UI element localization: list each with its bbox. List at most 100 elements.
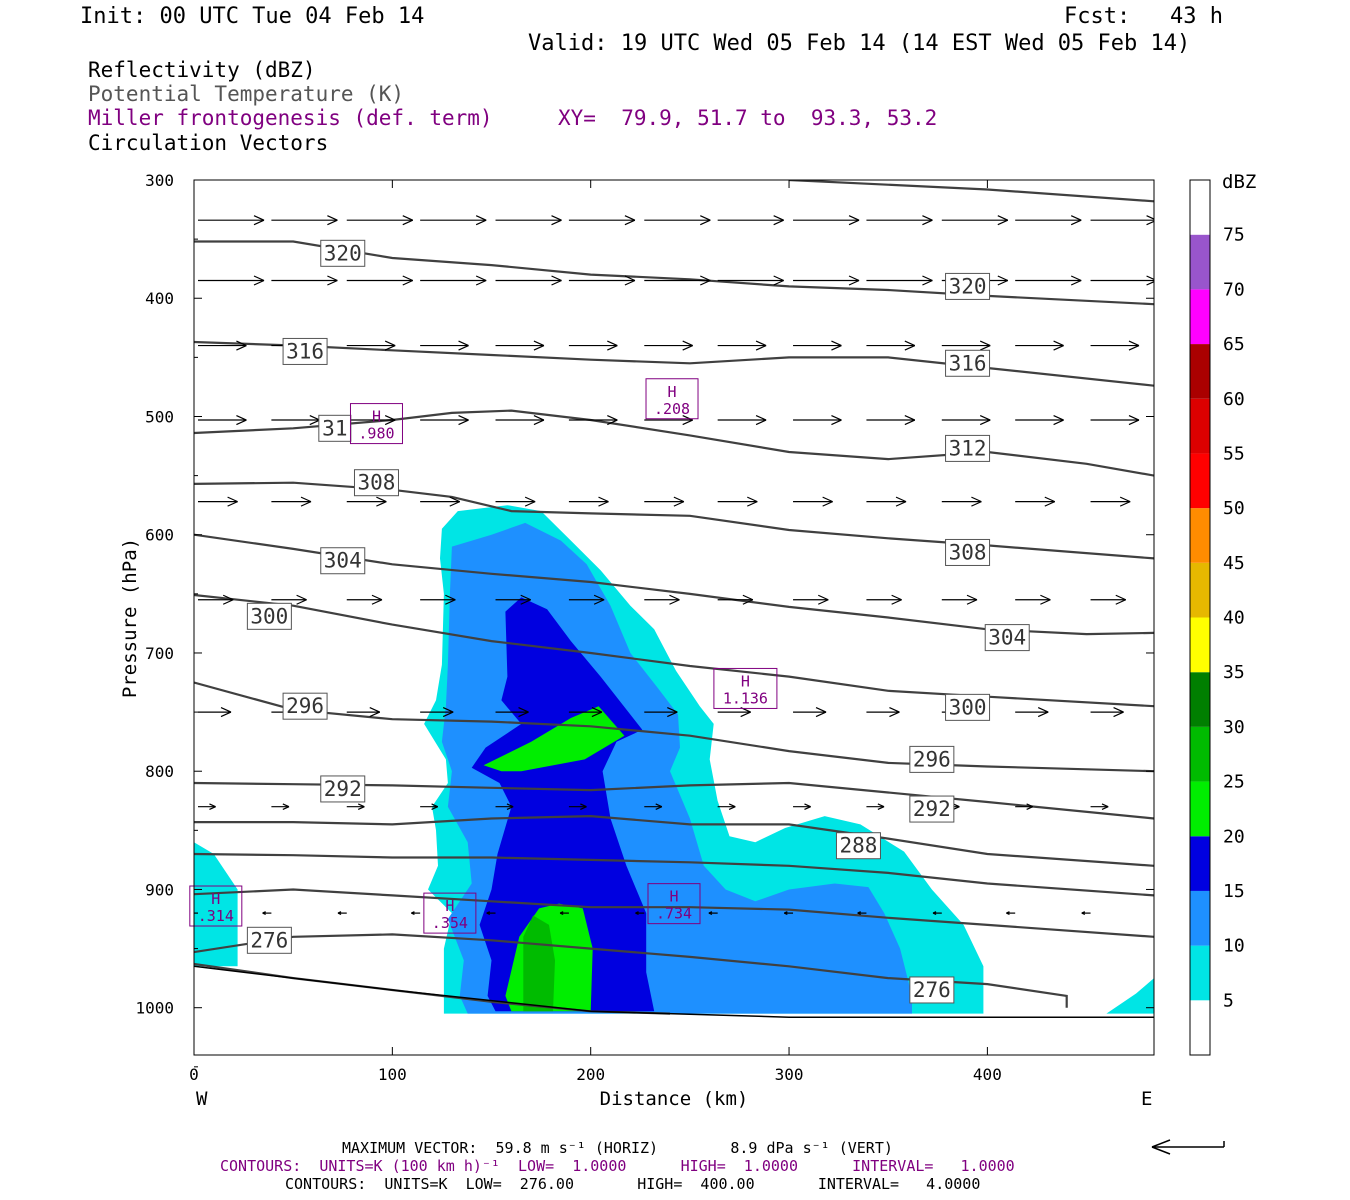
vector-head	[997, 275, 1009, 282]
vector-head	[1070, 219, 1082, 226]
circulation-vector	[271, 414, 321, 426]
vector-head	[327, 219, 338, 226]
theta-contour	[194, 852, 1154, 897]
circulation-vector	[1015, 803, 1034, 811]
vector-head	[376, 501, 387, 507]
theta-label: 316	[282, 337, 328, 365]
circulation-vector	[1090, 496, 1131, 507]
vector-head	[607, 340, 618, 347]
vector-head	[1070, 275, 1082, 282]
vector-head	[773, 215, 784, 221]
theta-label-text: 308	[358, 471, 396, 495]
vector-head	[371, 594, 383, 601]
frontogenesis-high: H.314	[189, 885, 243, 927]
max-vector-text: MAXIMUM VECTOR: 59.8 m s⁻¹ (HORIZ) 8.9 d…	[342, 1139, 893, 1157]
vector-head	[831, 340, 842, 347]
colorbar-title: dBZ	[1222, 171, 1256, 193]
circulation-vector	[568, 215, 636, 226]
vector-head	[673, 496, 685, 503]
vector-head	[891, 599, 902, 605]
vector-head	[524, 496, 536, 503]
circulation-vector	[568, 707, 603, 718]
theta-label-text: 320	[324, 241, 362, 265]
circulation-vector	[271, 803, 290, 811]
theta-label-text: 300	[949, 695, 987, 719]
vector-head	[979, 344, 991, 351]
colorbar-swatch	[1190, 617, 1210, 673]
circulation-vector	[708, 911, 718, 916]
circulation-vector	[1090, 275, 1154, 286]
vector-head	[635, 912, 639, 916]
theta-label: 316	[945, 349, 991, 377]
theta-contour	[194, 340, 1154, 387]
vector-head	[591, 707, 603, 713]
colorbar-label: 70	[1223, 279, 1245, 300]
vector-head	[979, 340, 991, 347]
circulation-vector	[866, 215, 933, 226]
colorbar-label: 25	[1223, 772, 1245, 793]
circulation-vector	[346, 215, 414, 226]
vector-head	[1115, 599, 1127, 605]
vector-head	[442, 711, 454, 718]
vector-head	[458, 419, 469, 426]
vector-head	[402, 275, 414, 282]
vector-head	[848, 219, 860, 226]
circulation-vector	[420, 594, 456, 605]
vector-head	[1006, 912, 1010, 916]
theta-label-text: 276	[250, 928, 288, 952]
colorbar-label: 55	[1223, 443, 1245, 464]
vector-head	[593, 599, 605, 605]
vector-head	[1040, 599, 1051, 605]
y-tick-label: 300	[145, 171, 174, 190]
colorbar-swatch	[1190, 234, 1210, 290]
circulation-vector	[866, 594, 902, 605]
vector-head	[971, 501, 982, 507]
vector-head	[282, 803, 290, 808]
circulation-vector	[420, 275, 487, 286]
vector-head	[708, 912, 713, 916]
vector-head	[296, 594, 307, 601]
colorbar-label: 40	[1223, 608, 1245, 629]
vector-head	[1053, 344, 1064, 351]
frontogenesis-high: H.208	[645, 378, 699, 420]
vector-head	[506, 803, 514, 808]
colorbar-label: 5	[1223, 990, 1234, 1011]
vector-head	[831, 414, 842, 421]
vector-head	[371, 599, 383, 605]
circulation-vector	[262, 911, 272, 916]
colorbar-label: 15	[1223, 881, 1245, 902]
colorbar-swatch	[1190, 180, 1210, 235]
vector-head	[533, 344, 545, 351]
vector-head	[783, 912, 788, 916]
circulation-vector	[941, 414, 991, 426]
theta-label-text: 316	[286, 339, 324, 363]
vector-head	[932, 912, 937, 916]
circulation-vector	[346, 496, 387, 507]
frontogenesis-high-letter: H	[741, 672, 750, 690]
circulation-vector	[568, 414, 618, 426]
circulation-vector	[495, 594, 531, 605]
vector-head	[327, 215, 338, 221]
vector-head	[904, 340, 916, 347]
valid-time: Valid: 19 UTC Wed 05 Feb 14 (14 EST Wed …	[528, 31, 1191, 56]
circulation-vector	[793, 340, 842, 351]
vector-head	[1026, 803, 1034, 808]
vector-head	[524, 501, 536, 507]
vector-head	[580, 803, 587, 808]
circulation-vector	[346, 275, 414, 286]
colorbar-swatch	[1190, 289, 1210, 345]
vector-head	[755, 419, 767, 426]
vector-head	[667, 707, 678, 713]
vector-head	[262, 912, 266, 916]
vector-head	[402, 219, 414, 226]
colorbar-label: 10	[1223, 936, 1245, 957]
vector-head	[669, 594, 680, 601]
circulation-vector	[271, 496, 312, 507]
theta-label: 292	[909, 795, 955, 823]
vector-head	[411, 912, 415, 916]
vector-head	[1044, 501, 1056, 507]
frontogenesis-high-letter: H	[372, 408, 381, 426]
frontogenesis-high-box	[647, 883, 701, 925]
theta-label-text: 308	[949, 540, 987, 564]
field-theta: Potential Temperature (K)	[88, 82, 405, 106]
